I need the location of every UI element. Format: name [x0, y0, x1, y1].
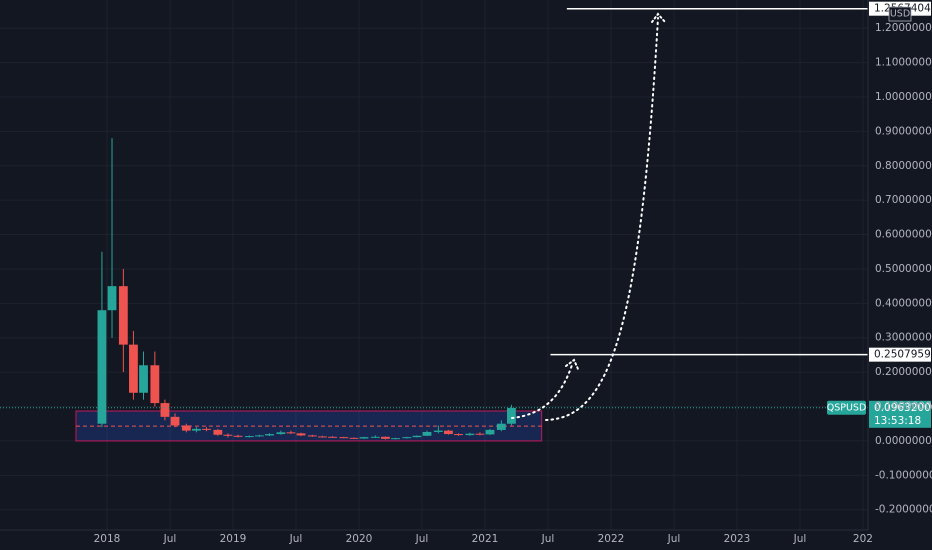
candle-body [244, 436, 254, 438]
candle-body [465, 433, 475, 436]
projection-arrow [511, 364, 573, 419]
candle-body [296, 433, 306, 436]
x-tick-label: 2018 [94, 533, 121, 545]
candle-body [170, 416, 180, 426]
candle-body [255, 435, 264, 437]
x-tick-label: Jul [541, 533, 555, 545]
x-tick-label: Jul [289, 533, 303, 545]
candle-body [381, 436, 390, 439]
currency-badge [888, 6, 912, 22]
candle-body [328, 436, 337, 438]
candle-body [485, 429, 495, 435]
candle-body [139, 365, 148, 393]
candle-body [507, 407, 516, 424]
candle-body [359, 437, 369, 439]
candle-body [349, 437, 359, 439]
x-tick-label: 2023 [724, 533, 751, 545]
candle-body [412, 435, 422, 438]
candle-body [107, 286, 117, 311]
candle-body [223, 434, 233, 436]
x-tick-label: 2021 [472, 533, 499, 545]
candle-body [339, 437, 349, 439]
price-badge [869, 400, 931, 428]
arrow-head [565, 358, 579, 370]
candle-body [286, 432, 296, 434]
projection-arrow [545, 17, 659, 421]
candle-body [307, 435, 317, 437]
x-tick-label: Jul [793, 533, 807, 545]
y-tick-label: 0.90000000 [875, 125, 932, 137]
x-tick-label: 202 [853, 533, 873, 545]
candle-body [454, 434, 463, 436]
x-tick-label: Jul [163, 533, 177, 545]
x-tick-label: Jul [667, 533, 681, 545]
level-badge [869, 347, 931, 362]
level-label: 0.25079596 [874, 349, 932, 361]
candle-body [318, 436, 327, 438]
candle-body [402, 437, 412, 439]
candle-body [276, 432, 286, 435]
candle-body [475, 433, 485, 435]
candle-body [160, 403, 170, 417]
candle-body [150, 365, 160, 404]
candle-body [97, 310, 107, 424]
candle-body [391, 438, 400, 440]
candle-body [202, 428, 211, 430]
candle-body [118, 286, 128, 345]
candle-body [233, 435, 243, 437]
candle-body [192, 428, 201, 431]
x-tick-label: 2022 [598, 533, 625, 545]
x-tick-label: 2019 [220, 533, 247, 545]
candle-body [181, 425, 191, 431]
candle-body [129, 344, 138, 393]
candle-body [496, 423, 506, 430]
candles [97, 138, 516, 440]
symbol-label: QSPUSD [827, 402, 867, 413]
countdown-label: 13:53:18 [874, 415, 921, 427]
symbol-badge [827, 400, 866, 415]
x-tick-label: 2020 [346, 533, 373, 545]
candle-body [444, 430, 453, 435]
overlays: QSPUSD0.0963200013:53:180.250795961.2567… [0, 1, 932, 428]
currency-label: USD [890, 9, 910, 20]
price-label: 0.09632000 [874, 402, 932, 414]
x-tick-label: Jul [415, 533, 429, 545]
grid [0, 0, 868, 530]
arrow-head [651, 12, 666, 23]
candle-body [433, 430, 443, 432]
candle-body [422, 431, 432, 436]
candle-body [213, 429, 223, 435]
candle-body [265, 434, 274, 436]
candle-body [370, 436, 380, 438]
